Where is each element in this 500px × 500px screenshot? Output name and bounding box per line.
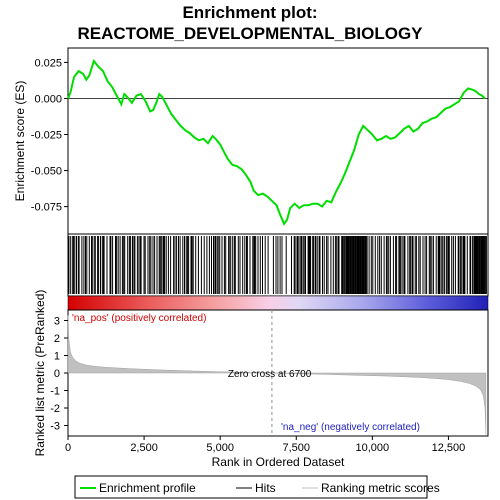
es-y-tick-label: 0.000: [34, 93, 62, 105]
x-tick-label: 7,500: [282, 442, 310, 454]
enrichment-profile-line: [67, 58, 486, 226]
metric-panel: 3 2 1 0 -1 -2 -3 'na_pos' (positively correlat…: [33, 290, 489, 457]
es-y-tick-label: 0.025: [34, 57, 62, 69]
metric-y-tick-label: -3: [50, 421, 60, 433]
hits-panel: [67, 233, 489, 297]
es-y-ticks: 0.025 0.000 -0.025 -0.050 -0.075: [31, 57, 68, 214]
metric-y-tick-label: 3: [54, 316, 60, 328]
na-pos-label: 'na_pos' (positively correlated): [72, 313, 206, 324]
hit-marks: [68, 236, 487, 294]
es-y-tick-label: -0.025: [31, 130, 62, 142]
chart-title-line2: REACTOME_DEVELOPMENTAL_BIOLOGY: [77, 24, 423, 43]
es-panel-frame: [67, 47, 489, 235]
legend-enrichment-label: Enrichment profile: [99, 481, 196, 495]
chart-title-line1: Enrichment plot:: [182, 3, 317, 22]
legend-metric-label: Ranking metric scores: [321, 481, 440, 495]
x-tick-label: 5,000: [206, 442, 234, 454]
legend-hits-label: Hits: [255, 481, 276, 495]
es-panel: 0.025 0.000 -0.025 -0.050 -0.075 Enrichment …: [13, 47, 489, 235]
metric-y-tick-label: -2: [50, 403, 60, 415]
legend-box: [74, 475, 428, 499]
ranking-metric-area: [67, 315, 487, 435]
x-axis-ticks: 0 2,500 5,000 7,500 10,000 12,500: [65, 436, 465, 454]
metric-y-ticks: 3 2 1 0 -1 -2 -3: [50, 316, 68, 433]
metric-y-tick-label: 2: [54, 333, 60, 345]
x-tick-label: 12,500: [432, 442, 466, 454]
metric-y-axis-label: Ranked list metric (PreRanked): [33, 290, 47, 457]
es-y-axis-label: Enrichment score (ES): [13, 81, 27, 202]
metric-y-tick-label: 1: [54, 351, 60, 363]
x-tick-label: 0: [65, 442, 71, 454]
x-tick-label: 2,500: [130, 442, 158, 454]
rank-gradient-strip: [67, 295, 489, 311]
es-y-tick-label: -0.050: [31, 166, 62, 178]
metric-y-tick-label: -1: [50, 386, 60, 398]
x-tick-label: 10,000: [356, 442, 390, 454]
zero-cross-label: Zero cross at 6700: [228, 369, 312, 380]
x-axis-label: Rank in Ordered Dataset: [212, 455, 345, 469]
metric-y-tick-label: 0: [54, 368, 60, 380]
legend: Enrichment profile Hits Ranking metric s…: [74, 475, 440, 499]
es-y-tick-label: -0.075: [31, 202, 62, 214]
na-neg-label: 'na_neg' (negatively correlated): [281, 422, 420, 433]
